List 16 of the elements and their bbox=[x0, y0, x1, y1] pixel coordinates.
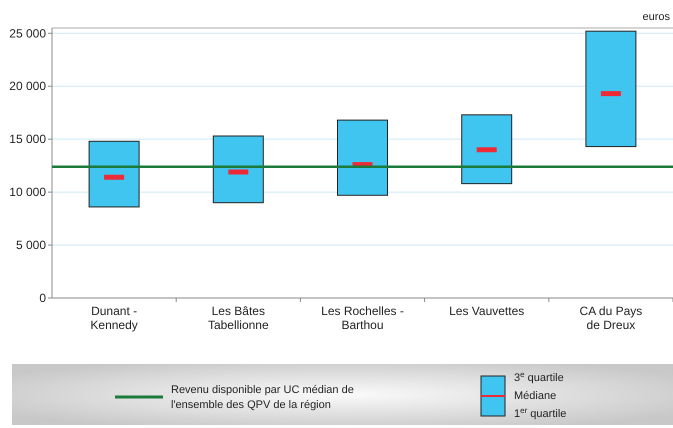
y-axis-title: euros bbox=[642, 11, 670, 23]
legend-label: Revenu disponible par UC médian de l'ensemble des QPV de la région bbox=[171, 384, 354, 411]
y-tick-label: 0 bbox=[39, 291, 46, 305]
y-tick-label: 10 000 bbox=[9, 185, 46, 200]
y-tick-label: 20 000 bbox=[9, 79, 46, 94]
text: 1$^{er}$ quartile bbox=[514, 406, 566, 420]
x-tick-label: Les Vauvettes bbox=[449, 304, 524, 318]
text: Médiane bbox=[514, 390, 556, 402]
y-tick-label: 15 000 bbox=[9, 132, 46, 146]
y-tick-label: 5 000 bbox=[16, 238, 46, 252]
x-tick-label: CA du Pays de Dreux bbox=[580, 304, 642, 332]
y-tick-label: 25 000 bbox=[9, 26, 46, 40]
text: 3$^{e}$ quartile bbox=[514, 370, 564, 384]
x-tick-label: Les Rochelles - Barthou bbox=[321, 304, 404, 332]
x-tick-label: Les Bâtes Tabellionne bbox=[208, 304, 269, 332]
x-tick-label: Dunant - Kennedy bbox=[90, 304, 138, 332]
